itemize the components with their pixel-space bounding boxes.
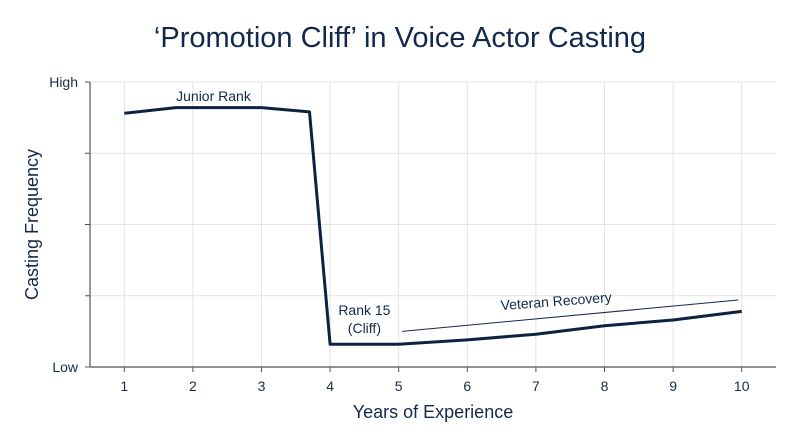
x-tick-label: 5 — [395, 378, 403, 394]
y-tick-label-low: Low — [52, 359, 79, 375]
x-tick-label: 8 — [601, 378, 609, 394]
x-tick-label: 7 — [532, 378, 540, 394]
y-tick-label-high: High — [49, 74, 78, 90]
chart-title: ‘Promotion Cliff’ in Voice Actor Casting — [153, 22, 647, 54]
series-line — [124, 106, 742, 346]
y-axis-title: Casting Frequency — [22, 149, 42, 300]
annotation-veteran-recovery: Veteran Recovery — [500, 289, 612, 313]
annotation-junior-rank: Junior Rank — [176, 88, 252, 104]
y-tick-labels: High Low — [49, 74, 79, 375]
x-tick-labels: 1 2 3 4 5 6 7 8 9 10 — [120, 378, 749, 394]
x-tick-label: 3 — [258, 378, 266, 394]
grid-lines — [90, 81, 776, 368]
annotation-cliff-line2: (Cliff) — [348, 320, 381, 336]
x-tick-label: 1 — [120, 378, 128, 394]
veteran-trend-line — [402, 299, 739, 332]
x-tick-label: 6 — [463, 378, 471, 394]
axes — [85, 81, 776, 372]
annotation-cliff-line1: Rank 15 — [338, 302, 390, 318]
x-axis-title: Years of Experience — [353, 402, 513, 422]
x-tick-label: 10 — [734, 378, 750, 394]
x-tick-label: 2 — [189, 378, 197, 394]
x-tick-label: 9 — [669, 378, 677, 394]
x-tick-label: 4 — [326, 378, 334, 394]
